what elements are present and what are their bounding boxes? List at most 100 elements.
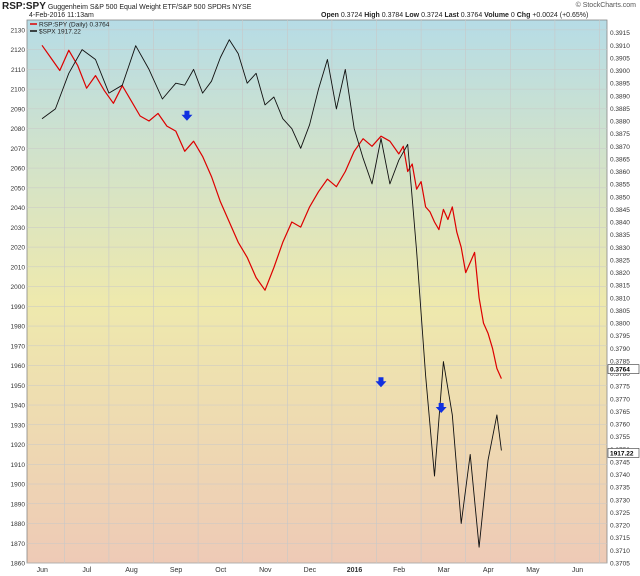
down-arrow-icon — [181, 110, 193, 121]
left-tick-label: 1920 — [11, 442, 26, 449]
right-tick-label: 0.3860 — [610, 169, 630, 176]
chart-header: RSP:SPY Guggenheim S&P 500 Equal Weight … — [2, 1, 251, 12]
right-tick-label: 0.3895 — [610, 81, 630, 88]
low-label: Low — [405, 12, 420, 19]
legend-label: $SPX 1917.22 — [39, 29, 81, 36]
last-value-label: 1917.22 — [610, 450, 634, 457]
right-tick-label: 0.3840 — [610, 220, 630, 227]
right-tick-label: 0.3705 — [610, 561, 630, 568]
left-tick-label: 1980 — [11, 324, 26, 331]
left-tick-label: 1970 — [11, 343, 26, 350]
left-tick-label: 1940 — [11, 403, 26, 410]
right-tick-label: 0.3710 — [610, 548, 630, 555]
right-tick-label: 0.3765 — [610, 409, 630, 416]
right-tick-label: 0.3770 — [610, 396, 630, 403]
high-value: 0.3784 — [381, 12, 404, 19]
right-tick-label: 0.3865 — [610, 156, 630, 163]
x-tick-label: Aug — [125, 567, 138, 574]
x-tick-label: Apr — [483, 567, 495, 574]
volume-label: Volume — [484, 12, 509, 19]
x-tick-label: May — [526, 567, 540, 574]
last-label: Last — [444, 12, 459, 19]
left-tick-label: 1930 — [11, 422, 26, 429]
right-tick-label: 0.3725 — [610, 510, 630, 517]
left-tick-label: 2070 — [11, 146, 26, 153]
legend-label: RSP:SPY (Daily) 0.3764 — [39, 22, 110, 29]
right-tick-label: 0.3900 — [610, 68, 630, 75]
left-tick-label: 1910 — [11, 462, 26, 469]
right-tick-label: 0.3730 — [610, 497, 630, 504]
chg-value: +0.0024 (+0.65%) — [532, 12, 589, 19]
x-tick-label: Jun — [572, 567, 583, 574]
right-tick-label: 0.3915 — [610, 30, 630, 37]
last-value-box — [607, 364, 640, 374]
last-value: 0.3764 — [460, 12, 483, 19]
left-tick-label: 2100 — [11, 87, 26, 94]
chg-label: Chg — [516, 12, 531, 19]
left-tick-label: 2040 — [11, 205, 26, 212]
left-tick-label: 1950 — [11, 383, 26, 390]
left-tick-label: 1990 — [11, 304, 26, 311]
right-tick-label: 0.3715 — [610, 535, 630, 542]
x-tick-label: Mar — [438, 567, 451, 574]
right-tick-label: 0.3820 — [610, 270, 630, 277]
left-tick-label: 1900 — [11, 482, 26, 489]
right-tick-label: 0.3735 — [610, 485, 630, 492]
right-tick-label: 0.3845 — [610, 207, 630, 214]
right-tick-label: 0.3760 — [610, 422, 630, 429]
left-tick-label: 2060 — [11, 166, 26, 173]
low-value: 0.3724 — [421, 12, 443, 19]
last-value-label: 0.3764 — [610, 367, 630, 374]
left-tick-label: 2010 — [11, 264, 26, 271]
left-tick-label: 2090 — [11, 106, 26, 113]
left-tick-label: 1860 — [11, 561, 26, 568]
open-label: Open — [321, 12, 339, 19]
left-tick-label: 2130 — [11, 27, 26, 34]
right-tick-label: 0.3740 — [610, 472, 630, 479]
left-tick-label: 2080 — [11, 126, 26, 133]
down-arrow-icon — [375, 377, 387, 388]
right-tick-label: 0.3850 — [610, 194, 630, 201]
chart-description: Guggenheim S&P 500 Equal Weight ETF/S&P … — [47, 4, 252, 11]
left-tick-label: 1880 — [11, 521, 26, 528]
high-label: High — [364, 12, 380, 19]
right-tick-label: 0.3875 — [610, 131, 630, 138]
last-value-box — [607, 448, 640, 458]
x-tick-label: 2016 — [347, 567, 363, 574]
right-tick-label: 0.3755 — [610, 434, 630, 441]
watermark: © StockCharts.com — [575, 2, 636, 9]
x-tick-label: Nov — [259, 567, 272, 574]
right-tick-label: 0.3880 — [610, 119, 630, 126]
left-tick-label: 2020 — [11, 245, 26, 252]
left-tick-label: 2120 — [11, 47, 26, 54]
left-tick-label: 2030 — [11, 225, 26, 232]
right-tick-label: 0.3835 — [610, 232, 630, 239]
left-tick-label: 1890 — [11, 501, 26, 508]
left-tick-label: 1960 — [11, 363, 26, 370]
x-tick-label: Jul — [82, 567, 91, 574]
right-tick-label: 0.3910 — [610, 43, 630, 50]
open-value: 0.3724 — [340, 12, 363, 19]
chart-symbol: RSP:SPY — [2, 1, 46, 12]
right-tick-label: 0.3800 — [610, 321, 630, 328]
x-tick-label: Feb — [393, 567, 405, 574]
chart-date: 4-Feb-2016 11:13am — [29, 12, 94, 19]
right-tick-label: 0.3810 — [610, 295, 630, 302]
right-tick-label: 0.3905 — [610, 55, 630, 62]
x-tick-label: Sep — [170, 567, 183, 574]
left-tick-label: 2000 — [11, 284, 26, 291]
left-tick-label: 2110 — [11, 67, 25, 74]
right-tick-label: 0.3785 — [610, 358, 630, 365]
right-tick-label: 0.3790 — [610, 346, 630, 353]
right-tick-label: 0.3795 — [610, 333, 630, 340]
right-tick-label: 0.3890 — [610, 93, 630, 100]
right-tick-label: 0.3720 — [610, 523, 630, 530]
right-tick-label: 0.3885 — [610, 106, 630, 113]
right-tick-label: 0.3815 — [610, 283, 630, 290]
volume-value: 0 — [510, 12, 515, 19]
right-tick-label: 0.3830 — [610, 245, 630, 252]
series-line — [41, 44, 502, 379]
series-line — [41, 39, 502, 548]
quote-bar: Open 0.3724 High 0.3784 Low 0.3724 Last … — [321, 12, 588, 19]
